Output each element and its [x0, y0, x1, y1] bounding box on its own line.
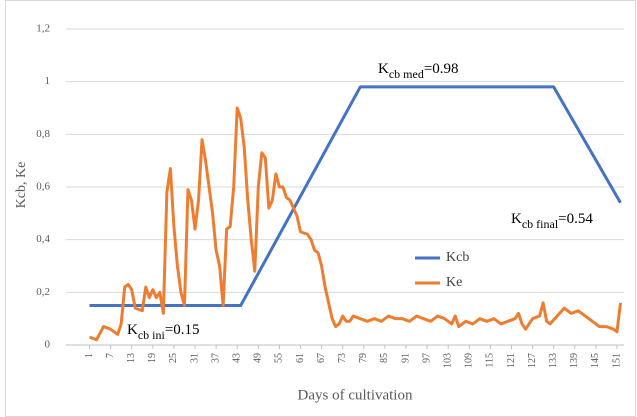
legend-label: Kcb	[446, 250, 469, 265]
annotation: Kcb med=0.98	[378, 61, 459, 80]
legend-label: Ke	[446, 275, 462, 290]
annotation-value: =0.15	[165, 322, 200, 338]
y-tick-label: 1	[45, 75, 51, 87]
y-tick-label: 0,6	[36, 181, 50, 193]
x-tick-label: 109	[464, 353, 475, 368]
x-axis-title: Days of cultivation	[298, 387, 413, 403]
x-tick-label: 1	[84, 353, 95, 358]
x-tick-label: 25	[168, 353, 179, 363]
series-line	[89, 85, 622, 307]
y-tick-label: 1,2	[36, 23, 50, 35]
annotation-main: K	[378, 61, 389, 77]
series-line	[88, 106, 622, 342]
y-tick-label: 0,8	[36, 128, 50, 140]
x-tick-label: 7	[105, 353, 116, 358]
x-tick-label: 43	[231, 353, 242, 363]
x-tick-label: 139	[569, 353, 580, 368]
x-tick-label: 55	[274, 353, 285, 363]
annotation-main: K	[127, 322, 138, 338]
x-tick-label: 73	[337, 353, 348, 363]
x-tick-label: 13	[126, 353, 137, 363]
annotation-subscript: cb ini	[138, 328, 166, 342]
annotation-main: K	[511, 211, 522, 227]
x-tick-label: 121	[506, 353, 517, 368]
x-tick-label: 61	[295, 353, 306, 363]
y-tick-label: 0	[45, 339, 51, 351]
x-tick-label: 115	[485, 353, 496, 368]
y-axis-title: Kcb, Ke	[14, 162, 29, 209]
x-tick-label: 151	[611, 353, 622, 368]
x-tick-label: 91	[400, 353, 411, 363]
annotation-subscript: cb med	[389, 67, 424, 81]
annotation: Kcb final=0.54	[511, 211, 593, 230]
x-tick-label: 31	[189, 353, 200, 363]
x-tick-label: 127	[527, 353, 538, 368]
x-tick-label: 67	[316, 353, 327, 363]
y-tick-label: 0,4	[36, 233, 50, 245]
annotation: Kcb ini=0.15	[127, 322, 200, 341]
x-tick-label: 103	[442, 353, 453, 368]
x-tick-label: 133	[548, 353, 559, 368]
x-tick-label: 145	[590, 353, 601, 368]
x-tick-label: 85	[379, 353, 390, 363]
x-tick-label: 79	[358, 353, 369, 363]
x-tick-label: 97	[421, 353, 432, 363]
annotation-value: =0.54	[558, 211, 593, 227]
x-tick-label: 37	[210, 353, 221, 363]
x-tick-label: 49	[253, 353, 264, 363]
annotation-subscript: cb final	[522, 217, 559, 231]
annotation-value: =0.98	[424, 61, 459, 77]
y-tick-label: 0,2	[36, 286, 50, 298]
x-tick-label: 19	[147, 353, 158, 363]
